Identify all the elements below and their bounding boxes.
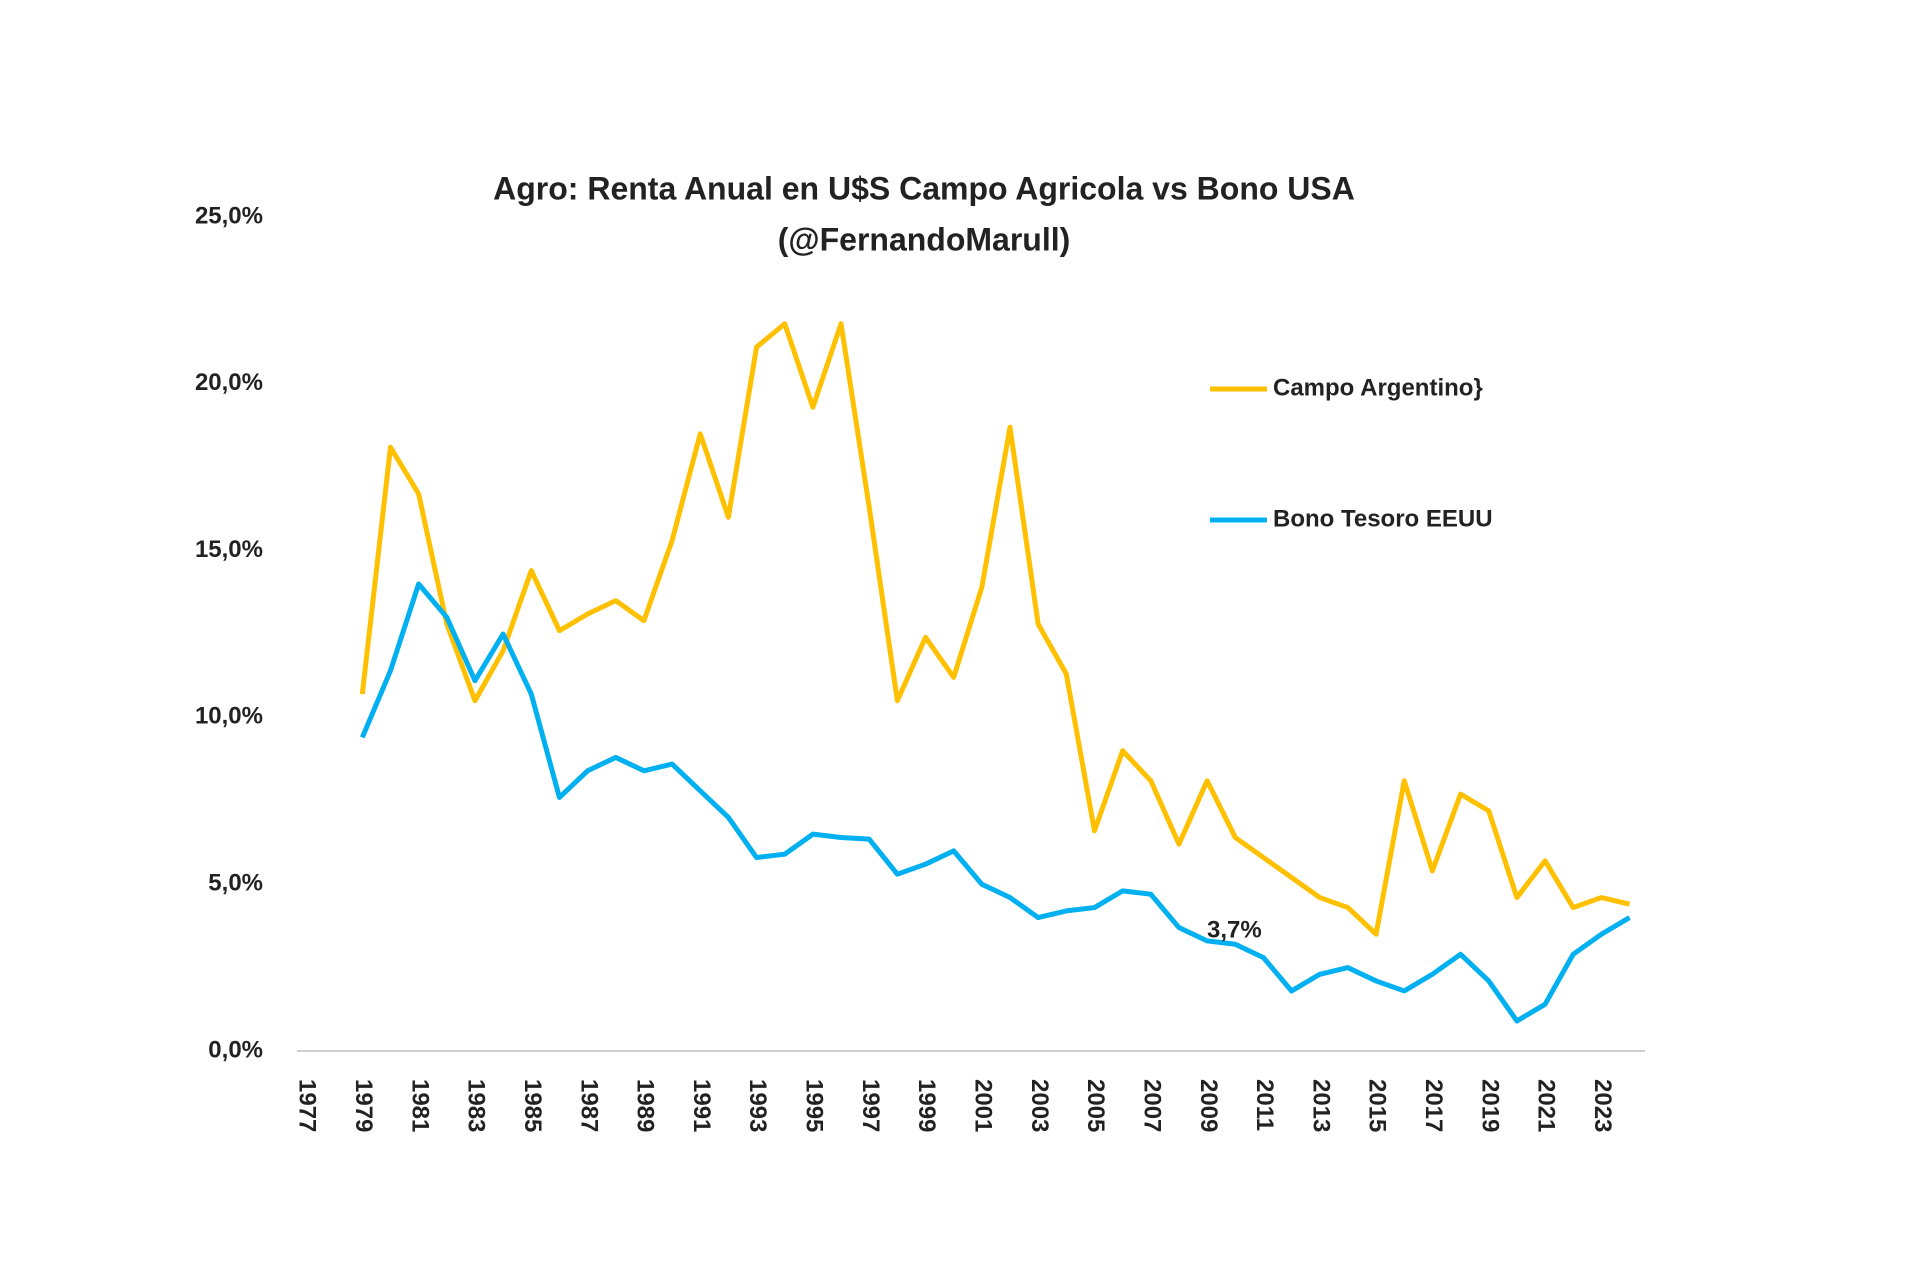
x-tick-label: 1987 (575, 1079, 602, 1132)
x-tick-label: 1991 (688, 1079, 715, 1132)
x-tick-label: 2017 (1420, 1079, 1447, 1132)
x-tick-label: 2007 (1138, 1079, 1165, 1132)
x-tick-label: 1985 (519, 1079, 546, 1132)
x-tick-label: 2011 (1251, 1079, 1278, 1131)
x-tick-label: 1977 (294, 1079, 321, 1132)
y-tick-label: 10,0% (195, 703, 263, 730)
x-tick-label: 1989 (632, 1079, 659, 1132)
y-tick-label: 20,0% (195, 369, 263, 396)
series-line (360, 581, 1631, 1024)
x-tick-label: 1999 (913, 1079, 940, 1132)
chart-title: Agro: Renta Anual en U$S Campo Agricola … (493, 170, 1355, 206)
chart-subtitle: (@FernandoMarull) (778, 221, 1071, 257)
y-tick-label: 0,0% (208, 1036, 263, 1063)
x-tick-label: 1995 (801, 1079, 828, 1132)
y-tick-label: 5,0% (208, 870, 263, 897)
x-tick-label: 2009 (1195, 1079, 1222, 1132)
x-tick-label: 1993 (744, 1079, 771, 1132)
x-tick-label: 2005 (1082, 1079, 1109, 1132)
x-tick-label: 2013 (1307, 1079, 1334, 1132)
x-tick-label: 1979 (350, 1079, 377, 1132)
x-tick-label: 2001 (969, 1079, 996, 1132)
y-tick-label: 15,0% (195, 536, 263, 563)
x-tick-label: 2003 (1026, 1079, 1053, 1132)
x-tick-label: 2015 (1364, 1079, 1391, 1132)
x-tick-label: 1981 (406, 1079, 433, 1132)
legend-label: Campo Argentino} (1273, 374, 1483, 401)
legend-label: Bono Tesoro EEUU (1273, 505, 1493, 532)
annotation: 3,7% (1207, 916, 1262, 943)
x-tick-label: 1983 (463, 1079, 490, 1132)
x-tick-label: 1997 (857, 1079, 884, 1132)
x-tick-label: 2021 (1533, 1079, 1560, 1132)
x-tick-label: 2019 (1476, 1079, 1503, 1132)
series-line (359, 321, 1631, 937)
x-tick-label: 2023 (1589, 1079, 1616, 1132)
y-tick-label: 25,0% (195, 202, 263, 229)
